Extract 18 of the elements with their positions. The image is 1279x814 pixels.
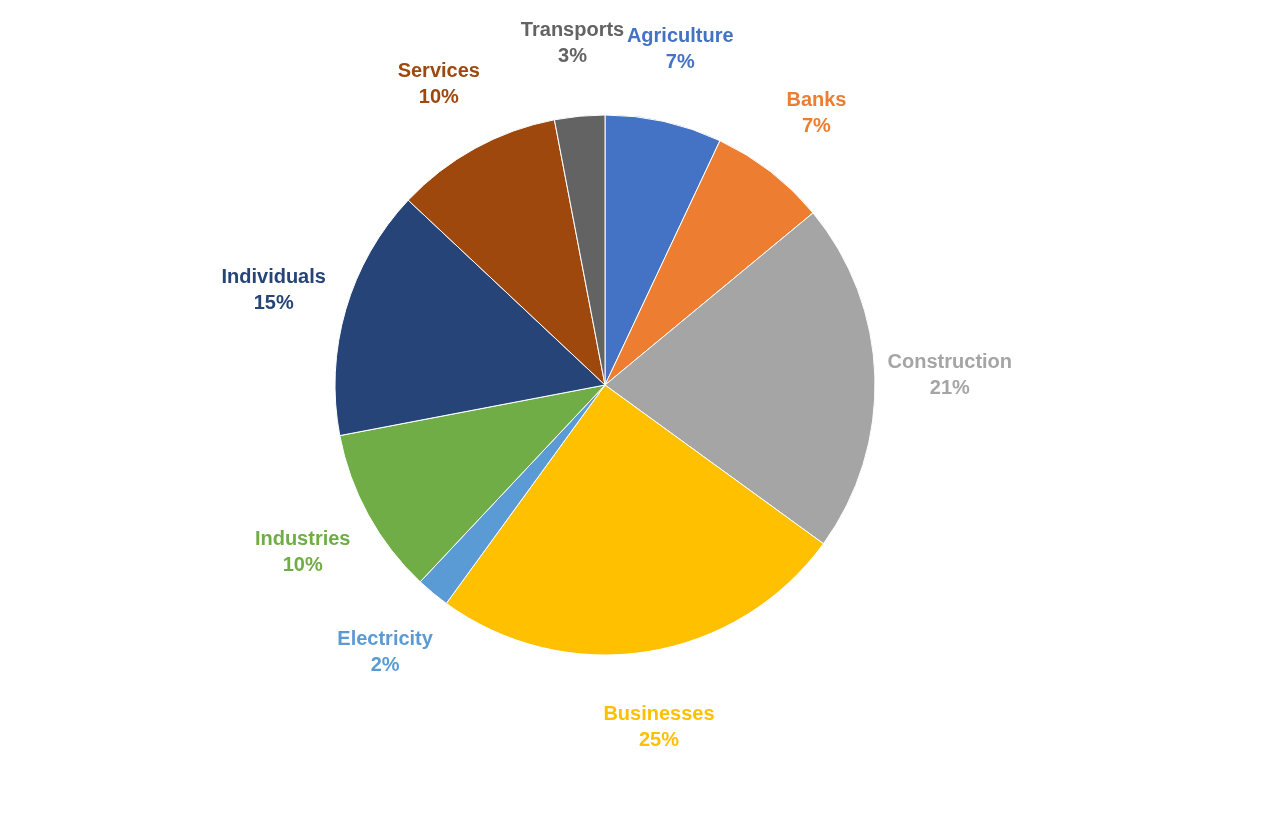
data-label: 21% — [929, 376, 971, 399]
data-label: 10% — [282, 553, 323, 576]
data-label: 2% — [370, 652, 400, 675]
data-label: 7% — [802, 114, 832, 137]
data-label: 25% — [638, 727, 680, 750]
slice-label: Individuals — [221, 264, 326, 287]
slice-label: Industries — [254, 527, 351, 550]
slice-label: Agriculture — [626, 24, 734, 47]
slice-label: Transports — [520, 17, 625, 40]
data-label: 15% — [253, 290, 294, 313]
data-label: 10% — [418, 84, 460, 107]
slice-label: Businesses — [603, 701, 715, 724]
slice-label: Construction — [887, 350, 1013, 373]
data-label: 3% — [558, 43, 588, 66]
slice-label: Banks — [786, 88, 847, 111]
data-label: 7% — [665, 50, 695, 73]
slice-label: Electricity — [337, 626, 434, 649]
slice-label: Services — [397, 58, 480, 81]
